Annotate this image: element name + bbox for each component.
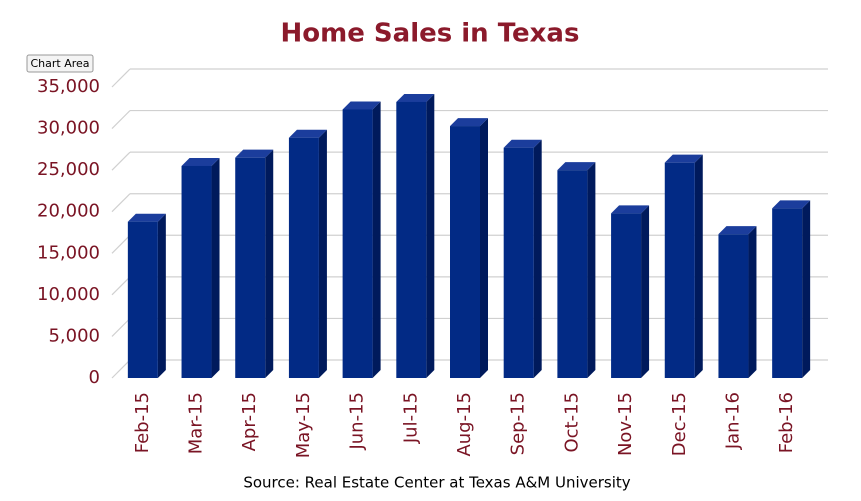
y-tick-label: 30,000 bbox=[37, 118, 100, 139]
bar-side bbox=[157, 213, 166, 378]
bar-side bbox=[587, 162, 596, 378]
bar-top bbox=[503, 139, 542, 148]
x-tick-label: Nov-15 bbox=[615, 392, 636, 456]
grid-line-side bbox=[111, 234, 131, 254]
bar-side bbox=[802, 200, 811, 378]
x-tick-label: Mar-15 bbox=[186, 392, 207, 454]
grid-line-side bbox=[111, 110, 131, 129]
bar bbox=[127, 221, 158, 378]
bar-top bbox=[288, 129, 327, 138]
x-tick-label: Dec-15 bbox=[669, 392, 690, 456]
bar-side bbox=[641, 205, 650, 378]
bar-top bbox=[127, 213, 166, 222]
y-tick-label: 35,000 bbox=[37, 76, 100, 97]
bar bbox=[396, 101, 427, 379]
grid-line-side bbox=[111, 68, 131, 88]
y-tick-label: 25,000 bbox=[37, 159, 100, 180]
bar-top bbox=[718, 226, 757, 235]
grid-line-side bbox=[111, 193, 131, 213]
x-tick-label: Jun-15 bbox=[347, 392, 368, 451]
x-tick-label: Feb-16 bbox=[776, 392, 797, 453]
bar bbox=[772, 208, 803, 378]
y-tick-label: 15,000 bbox=[37, 242, 100, 263]
bar-top bbox=[342, 101, 381, 110]
grid-line-side bbox=[111, 276, 131, 296]
bar bbox=[611, 213, 642, 378]
bar bbox=[288, 137, 319, 378]
x-tick-label: Feb-15 bbox=[132, 392, 153, 453]
bar-top bbox=[557, 162, 596, 171]
x-tick-label: May-15 bbox=[293, 392, 314, 458]
bar-top bbox=[396, 93, 435, 102]
bar-top bbox=[772, 200, 811, 209]
bar-side bbox=[372, 101, 381, 378]
x-tick-label: Aug-15 bbox=[454, 392, 475, 457]
tooltip: Chart Area bbox=[30, 57, 89, 70]
bar-side bbox=[426, 93, 435, 379]
bar bbox=[342, 109, 373, 378]
bar-side bbox=[533, 139, 542, 378]
bar-side bbox=[748, 226, 757, 378]
bar bbox=[664, 162, 695, 378]
grid-line-side bbox=[111, 359, 131, 379]
bar-top bbox=[235, 149, 274, 158]
bar-side bbox=[480, 118, 488, 378]
bar-top bbox=[450, 118, 488, 127]
bar bbox=[718, 234, 749, 378]
x-tick-label: Oct-15 bbox=[561, 392, 582, 453]
y-tick-label: 0 bbox=[89, 367, 100, 388]
x-tick-label: Jul-15 bbox=[400, 392, 421, 444]
x-tick-label: Jan-16 bbox=[722, 392, 743, 450]
tooltip-box bbox=[26, 54, 94, 73]
bar-top bbox=[664, 154, 703, 163]
y-tick-label: 20,000 bbox=[37, 201, 100, 222]
bar bbox=[503, 147, 534, 378]
grid-line-side bbox=[111, 318, 131, 337]
x-tick-label: Sep-15 bbox=[508, 392, 529, 455]
chart-title: Home Sales in Texas bbox=[281, 19, 580, 49]
bar-side bbox=[318, 129, 327, 378]
bar-top bbox=[181, 157, 220, 166]
bar bbox=[450, 126, 480, 378]
bar-side bbox=[211, 157, 220, 378]
y-tick-label: 5,000 bbox=[48, 325, 100, 346]
grid-line-side bbox=[111, 151, 131, 171]
bar bbox=[557, 170, 588, 378]
bar-side bbox=[694, 154, 703, 378]
source: Source: Real Estate Center at Texas A&M … bbox=[243, 474, 630, 492]
x-tick-label: Apr-15 bbox=[239, 392, 260, 451]
y-tick-label: 10,000 bbox=[37, 284, 100, 305]
bar bbox=[181, 165, 212, 378]
bar bbox=[235, 157, 266, 378]
bar-side bbox=[265, 149, 274, 378]
bar-top bbox=[611, 205, 650, 214]
